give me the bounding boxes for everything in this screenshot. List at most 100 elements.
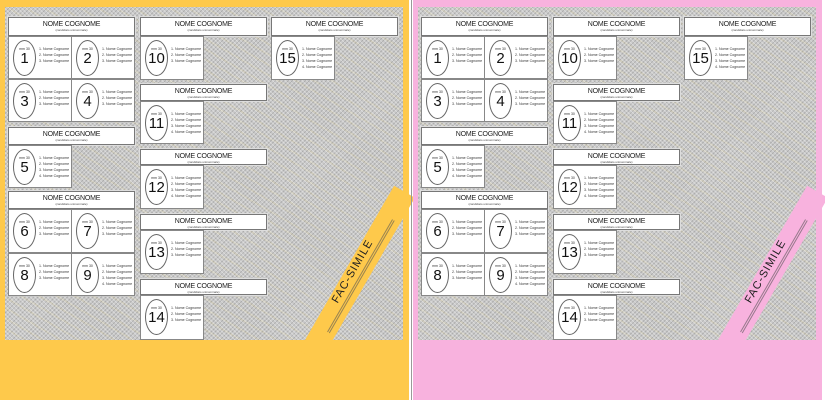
list-candidate: 3. Nome Cognome: [39, 59, 70, 63]
candidate-header[interactable]: NOME COGNOME (candidato uninominale): [140, 84, 267, 101]
candidate-subtitle: (candidato uninominale): [187, 290, 220, 294]
candidate-header[interactable]: NOME COGNOME (candidato uninominale): [140, 279, 267, 295]
candidate-list: 1. Nome Cognome 2. Nome Cognome 3. Nome Co…: [102, 89, 132, 107]
party-symbol-oval[interactable]: mm 30 2: [76, 40, 99, 76]
party-symbol-oval[interactable]: mm 30 11: [558, 105, 581, 141]
party-symbol-oval[interactable]: mm 30 8: [13, 257, 36, 293]
candidate-header[interactable]: NOME COGNOME (candidato uninominale): [553, 149, 680, 165]
party-symbol-oval[interactable]: mm 30 10: [558, 40, 581, 76]
party-list-10[interactable]: mm 30 10 1. Nome Cognome 2. Nome Cognome 3. …: [140, 36, 204, 80]
party-symbol-oval[interactable]: mm 30 14: [558, 299, 581, 335]
candidate-header[interactable]: NOME COGNOME (candidato uninominale): [8, 191, 135, 209]
party-list-1[interactable]: mm 30 1 1. Nome Cognome 2. Nome Cognome 3. N…: [421, 36, 485, 79]
candidate-header[interactable]: NOME COGNOME (candidato uninominale): [140, 149, 267, 165]
party-symbol-oval[interactable]: mm 30 6: [13, 213, 36, 249]
party-symbol-oval[interactable]: mm 30 13: [558, 234, 581, 270]
candidate-list: 1. Nome Cognome 2. Nome Cognome 3. Nome Co…: [452, 219, 482, 237]
candidate-header[interactable]: NOME COGNOME (candidato uninominale): [684, 17, 811, 36]
party-symbol-oval[interactable]: mm 30 5: [426, 149, 449, 185]
candidate-list: 1. Nome Cognome 2. Nome Cognome 3. Nome Co…: [39, 89, 69, 107]
party-symbol-oval[interactable]: mm 30 3: [13, 83, 36, 119]
party-symbol-oval[interactable]: mm 30 6: [426, 213, 449, 249]
party-symbol-oval[interactable]: mm 30 9: [489, 257, 512, 293]
candidate-header[interactable]: NOME COGNOME (candidato uninominale): [553, 84, 680, 101]
party-symbol-oval[interactable]: mm 30 1: [426, 40, 449, 76]
party-list-15[interactable]: mm 30 15 1. Nome Cognome 2. Nome Cognome 3. …: [684, 36, 748, 80]
list-candidate: 1. Nome Cognome: [584, 47, 615, 51]
candidate-header[interactable]: NOME COGNOME (candidato uninominale): [140, 214, 267, 230]
candidate-list: 1. Nome Cognome 2. Nome Cognome 3. Nome Co…: [515, 263, 545, 287]
list-candidate: 1. Nome Cognome: [39, 156, 70, 160]
party-list-9[interactable]: mm 30 9 1. Nome Cognome 2. Nome Cognome 3. N…: [71, 253, 135, 296]
party-symbol-oval[interactable]: mm 30 2: [489, 40, 512, 76]
candidate-list: 1. Nome Cognome 2. Nome Cognome 3. Nome Co…: [39, 219, 69, 237]
list-number: 2: [83, 50, 92, 67]
party-list-1[interactable]: mm 30 1 1. Nome Cognome 2. Nome Cognome 3. N…: [8, 36, 72, 79]
party-list-6[interactable]: mm 30 6 1. Nome Cognome 2. Nome Cognome 3. N…: [421, 209, 485, 253]
candidate-subtitle: (candidato uninominale): [187, 160, 220, 164]
party-list-5[interactable]: mm 30 5 1. Nome Cognome 2. Nome Cognome 3. N…: [8, 145, 72, 188]
party-symbol-oval[interactable]: mm 30 12: [145, 169, 168, 205]
candidate-header[interactable]: NOME COGNOME (candidato uninominale): [421, 17, 548, 36]
party-symbol-oval[interactable]: mm 30 15: [276, 40, 299, 76]
list-number: 8: [20, 267, 29, 284]
party-symbol-oval[interactable]: mm 30 9: [76, 257, 99, 293]
party-symbol-oval[interactable]: mm 30 11: [145, 105, 168, 141]
party-symbol-oval[interactable]: mm 30 7: [76, 213, 99, 249]
party-list-10[interactable]: mm 30 10 1. Nome Cognome 2. Nome Cognome 3. …: [553, 36, 617, 80]
candidate-header[interactable]: NOME COGNOME (candidato uninominale): [553, 17, 680, 36]
party-list-12[interactable]: mm 30 12 1. Nome Cognome 2. Nome Cognome 3. …: [140, 165, 204, 209]
party-list-14[interactable]: mm 30 14 1. Nome Cognome 2. Nome Cognome 3. …: [553, 295, 617, 340]
party-symbol-oval[interactable]: mm 30 8: [426, 257, 449, 293]
party-list-4[interactable]: mm 30 4 1. Nome Cognome 2. Nome Cognome 3. N…: [71, 79, 135, 122]
party-list-14[interactable]: mm 30 14 1. Nome Cognome 2. Nome Cognome 3. …: [140, 295, 204, 340]
party-list-8[interactable]: mm 30 8 1. Nome Cognome 2. Nome Cognome 3. N…: [8, 253, 72, 296]
party-symbol-oval[interactable]: mm 30 14: [145, 299, 168, 335]
list-candidate: 3. Nome Cognome: [452, 168, 483, 172]
party-symbol-oval[interactable]: mm 30 5: [13, 149, 36, 185]
party-list-3[interactable]: mm 30 3 1. Nome Cognome 2. Nome Cognome 3. N…: [8, 79, 72, 122]
list-candidate: 2. Nome Cognome: [102, 270, 133, 274]
list-candidate: 2. Nome Cognome: [584, 182, 615, 186]
candidate-header[interactable]: NOME COGNOME (candidato uninominale): [271, 17, 398, 36]
candidate-header[interactable]: NOME COGNOME (candidato uninominale): [8, 127, 135, 145]
candidate-header[interactable]: NOME COGNOME (candidato uninominale): [140, 17, 267, 36]
candidate-header[interactable]: NOME COGNOME (candidato uninominale): [421, 127, 548, 145]
party-list-6[interactable]: mm 30 6 1. Nome Cognome 2. Nome Cognome 3. N…: [8, 209, 72, 253]
candidate-header[interactable]: NOME COGNOME (candidato uninominale): [421, 191, 548, 209]
candidate-subtitle: (candidato uninominale): [55, 138, 88, 142]
party-list-3[interactable]: mm 30 3 1. Nome Cognome 2. Nome Cognome 3. N…: [421, 79, 485, 122]
candidate-header[interactable]: NOME COGNOME (candidato uninominale): [553, 214, 680, 230]
party-list-7[interactable]: mm 30 7 1. Nome Cognome 2. Nome Cognome 3. N…: [484, 209, 548, 253]
list-number: 15: [279, 50, 296, 67]
party-symbol-oval[interactable]: mm 30 4: [76, 83, 99, 119]
party-symbol-oval[interactable]: mm 30 4: [489, 83, 512, 119]
party-list-2[interactable]: mm 30 2 1. Nome Cognome 2. Nome Cognome 3. N…: [71, 36, 135, 79]
party-symbol-oval[interactable]: mm 30 15: [689, 40, 712, 76]
candidate-header[interactable]: NOME COGNOME (candidato uninominale): [8, 17, 135, 36]
party-list-8[interactable]: mm 30 8 1. Nome Cognome 2. Nome Cognome 3. N…: [421, 253, 485, 296]
party-list-11[interactable]: mm 30 11 1. Nome Cognome 2. Nome Cognome 3. …: [140, 101, 204, 144]
party-list-7[interactable]: mm 30 7 1. Nome Cognome 2. Nome Cognome 3. N…: [71, 209, 135, 253]
party-symbol-oval[interactable]: mm 30 3: [426, 83, 449, 119]
candidate-header[interactable]: NOME COGNOME (candidato uninominale): [553, 279, 680, 295]
party-symbol-oval[interactable]: mm 30 10: [145, 40, 168, 76]
party-symbol-oval[interactable]: mm 30 13: [145, 234, 168, 270]
party-symbol-oval[interactable]: mm 30 1: [13, 40, 36, 76]
list-number: 3: [433, 93, 442, 110]
party-list-4[interactable]: mm 30 4 1. Nome Cognome 2. Nome Cognome 3. N…: [484, 79, 548, 122]
party-list-12[interactable]: mm 30 12 1. Nome Cognome 2. Nome Cognome 3. …: [553, 165, 617, 209]
party-symbol-oval[interactable]: mm 30 7: [489, 213, 512, 249]
list-number: 12: [148, 179, 165, 196]
party-list-13[interactable]: mm 30 13 1. Nome Cognome 2. Nome Cognome 3. …: [553, 230, 617, 274]
party-list-11[interactable]: mm 30 11 1. Nome Cognome 2. Nome Cognome 3. …: [553, 101, 617, 144]
party-list-2[interactable]: mm 30 2 1. Nome Cognome 2. Nome Cognome 3. N…: [484, 36, 548, 79]
list-candidate: 3. Nome Cognome: [102, 59, 133, 63]
party-list-15[interactable]: mm 30 15 1. Nome Cognome 2. Nome Cognome 3. …: [271, 36, 335, 80]
candidate-list: 1. Nome Cognome 2. Nome Cognome 3. Nome Co…: [102, 219, 132, 237]
party-symbol-oval[interactable]: mm 30 12: [558, 169, 581, 205]
party-list-9[interactable]: mm 30 9 1. Nome Cognome 2. Nome Cognome 3. N…: [484, 253, 548, 296]
party-list-5[interactable]: mm 30 5 1. Nome Cognome 2. Nome Cognome 3. N…: [421, 145, 485, 188]
list-candidate: 3. Nome Cognome: [515, 232, 546, 236]
party-list-13[interactable]: mm 30 13 1. Nome Cognome 2. Nome Cognome 3. …: [140, 230, 204, 274]
